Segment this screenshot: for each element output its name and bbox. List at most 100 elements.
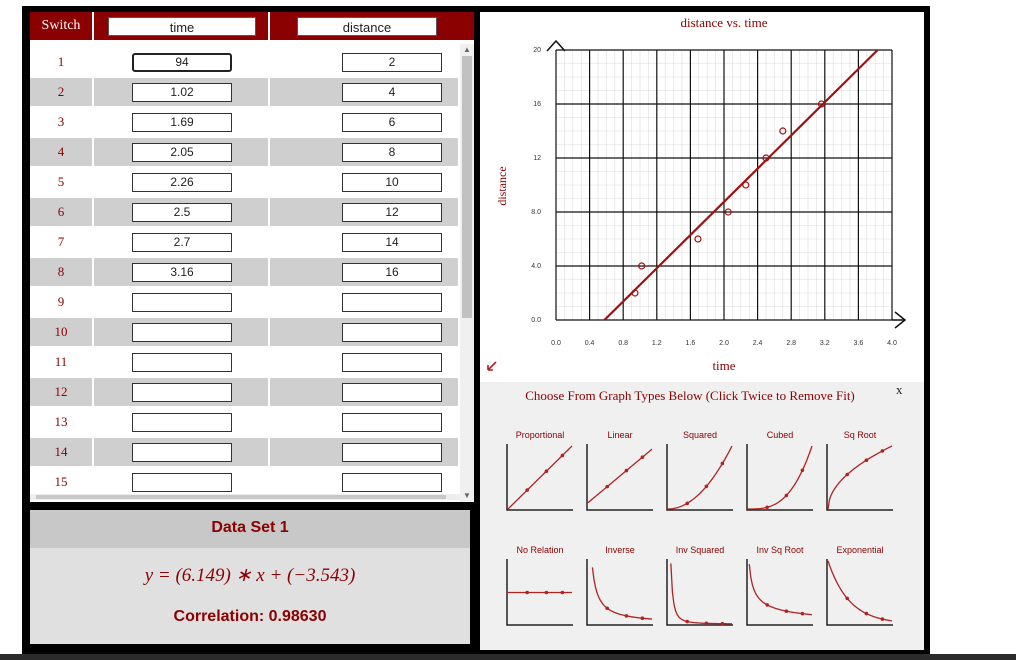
time-input[interactable] xyxy=(132,293,232,312)
graph-type-sqroot-icon xyxy=(826,444,893,511)
scroll-up-arrow-icon[interactable]: ▲ xyxy=(463,45,471,54)
switch-button[interactable]: Switch xyxy=(30,12,92,40)
time-input[interactable] xyxy=(132,473,232,492)
table-row: 2 1.02 4 xyxy=(30,78,458,106)
time-cell xyxy=(94,288,268,316)
graph-type-label: No Relation xyxy=(516,545,564,555)
table-row: 7 2.7 14 xyxy=(30,228,458,256)
distance-input[interactable]: 2 xyxy=(342,53,442,72)
table-row: 13 xyxy=(30,408,458,436)
distance-input[interactable]: 4 xyxy=(342,83,442,102)
graph-type-proportional[interactable]: Proportional xyxy=(500,430,580,530)
time-input[interactable] xyxy=(132,323,232,342)
close-icon[interactable]: x xyxy=(896,382,903,397)
distance-cell: 16 xyxy=(270,258,458,286)
time-input[interactable]: 3.16 xyxy=(132,263,232,282)
x-tick-label: 1.2 xyxy=(652,340,662,347)
graph-type-none[interactable]: No Relation xyxy=(500,545,580,645)
y-tick-label: 0.0 xyxy=(531,317,541,324)
time-input[interactable] xyxy=(132,353,232,372)
time-input[interactable]: 2.7 xyxy=(132,233,232,252)
resize-arrow-icon[interactable] xyxy=(487,361,497,371)
table-row: 15 xyxy=(30,468,458,496)
distance-input[interactable]: 10 xyxy=(342,173,442,192)
table-row: 10 xyxy=(30,318,458,346)
row-number: 15 xyxy=(30,468,92,496)
distance-column-name-input[interactable]: distance xyxy=(297,17,437,36)
graph-types-title: Choose From Graph Types Below (Click Twi… xyxy=(525,388,855,403)
graph-type-sqroot[interactable]: Sq Root xyxy=(820,430,900,530)
graph-type-cubed[interactable]: Cubed xyxy=(740,430,820,530)
distance-cell xyxy=(270,318,458,346)
data-point[interactable] xyxy=(762,154,770,162)
graph-type-invsqroot-icon xyxy=(746,559,813,626)
graph-type-label: Inverse xyxy=(605,545,635,555)
distance-input[interactable]: 8 xyxy=(342,143,442,162)
time-input[interactable]: 94 xyxy=(132,53,232,72)
time-input[interactable]: 1.69 xyxy=(132,113,232,132)
distance-input[interactable]: 6 xyxy=(342,113,442,132)
data-point[interactable] xyxy=(817,100,826,108)
row-number: 9 xyxy=(30,288,92,316)
chart-title: distance vs. time xyxy=(680,15,767,30)
distance-input[interactable] xyxy=(342,323,442,342)
graph-type-exponential[interactable]: Exponential xyxy=(820,545,900,645)
graph-type-label: Proportional xyxy=(515,430,565,440)
data-point[interactable] xyxy=(724,208,732,216)
y-tick-label: 8.0 xyxy=(531,209,541,216)
row-number: 7 xyxy=(30,228,92,256)
distance-input[interactable]: 12 xyxy=(342,203,442,222)
distance-input[interactable] xyxy=(342,383,442,402)
time-input[interactable] xyxy=(132,443,232,462)
data-point[interactable] xyxy=(638,262,646,270)
time-input[interactable]: 2.5 xyxy=(132,203,232,222)
vertical-scrollbar[interactable]: ▲ ▼ xyxy=(460,44,474,502)
distance-input[interactable]: 16 xyxy=(342,263,442,282)
x-tick-label: 3.2 xyxy=(820,340,830,347)
distance-input[interactable] xyxy=(342,413,442,432)
table-row: 11 xyxy=(30,348,458,376)
graph-type-linear[interactable]: Linear xyxy=(580,430,660,530)
graph-type-linear-icon xyxy=(586,444,653,511)
row-number: 8 xyxy=(30,258,92,286)
distance-input[interactable] xyxy=(342,443,442,462)
graph-type-invsqroot[interactable]: Inv Sq Root xyxy=(740,545,820,645)
time-cell xyxy=(94,348,268,376)
data-point[interactable] xyxy=(742,181,750,189)
dataset-title: Data Set 1 xyxy=(30,510,470,548)
fit-line xyxy=(603,49,879,321)
row-number: 6 xyxy=(30,198,92,226)
graph-type-label: Cubed xyxy=(766,430,794,440)
scrollbar-thumb[interactable] xyxy=(462,56,472,318)
distance-input[interactable]: 14 xyxy=(342,233,442,252)
data-point[interactable] xyxy=(631,289,639,297)
graph-type-invsquared[interactable]: Inv Squared xyxy=(660,545,740,645)
graph-type-inverse[interactable]: Inverse xyxy=(580,545,660,645)
time-input[interactable] xyxy=(132,413,232,432)
distance-cell: 14 xyxy=(270,228,458,256)
time-input[interactable]: 2.26 xyxy=(132,173,232,192)
distance-input[interactable] xyxy=(342,473,442,492)
data-point[interactable] xyxy=(779,127,787,135)
time-cell: 3.16 xyxy=(94,258,268,286)
time-input[interactable]: 2.05 xyxy=(132,143,232,162)
y-tick-label: 12 xyxy=(533,155,541,162)
distance-cell: 12 xyxy=(270,198,458,226)
time-cell xyxy=(94,378,268,406)
table-row: 5 2.26 10 xyxy=(30,168,458,196)
graph-type-squared[interactable]: Squared xyxy=(660,430,740,530)
time-cell: 2.7 xyxy=(94,228,268,256)
horizontal-scrollbar[interactable] xyxy=(30,494,460,500)
scatter-chart[interactable]: 0.0 0.4 0.8 1.2 1.6 2.0 2.4 2.8 3.2 3.6 4.0 0.0 4.0 8… xyxy=(480,12,924,382)
time-input[interactable]: 1.02 xyxy=(132,83,232,102)
data-point[interactable] xyxy=(694,235,702,243)
time-cell: 2.5 xyxy=(94,198,268,226)
row-number: 11 xyxy=(30,348,92,376)
distance-input[interactable] xyxy=(342,293,442,312)
horizontal-scrollbar-thumb[interactable] xyxy=(36,495,446,499)
scroll-down-arrow-icon[interactable]: ▼ xyxy=(463,491,471,500)
time-column-name-input[interactable]: time xyxy=(108,17,256,36)
time-input[interactable] xyxy=(132,383,232,402)
distance-input[interactable] xyxy=(342,353,442,372)
y-axis-arrow-icon xyxy=(546,39,566,52)
